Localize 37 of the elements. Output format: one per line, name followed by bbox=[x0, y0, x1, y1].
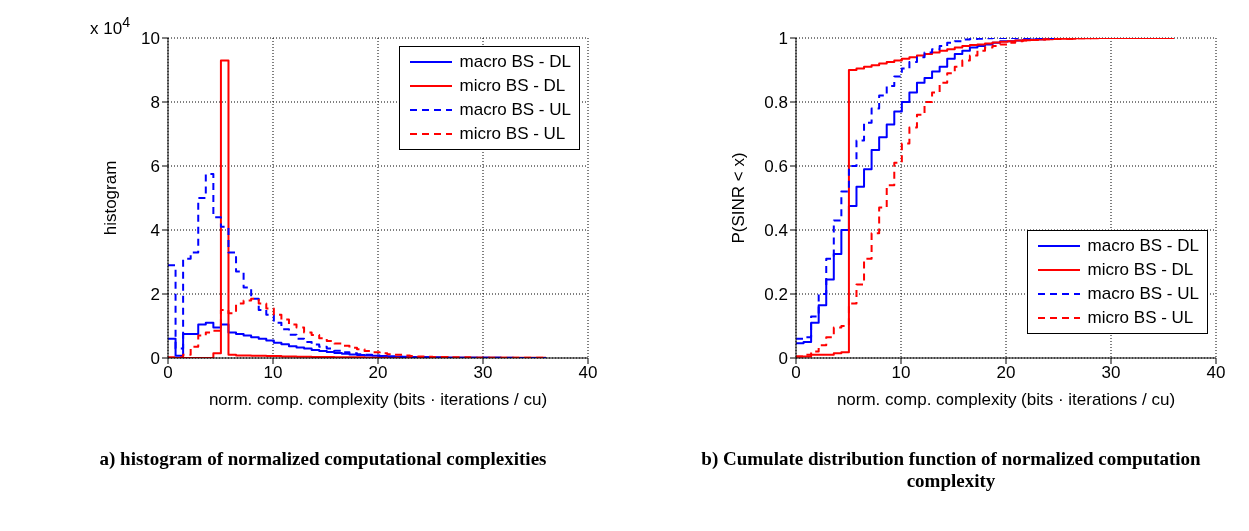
y-tick-label: 0.2 bbox=[764, 285, 788, 305]
legend-label: micro BS - UL bbox=[1087, 308, 1194, 328]
y-tick-label: 0 bbox=[778, 349, 788, 369]
y-tick-label: 0.6 bbox=[764, 157, 788, 177]
text: x 10$^{4}$ bbox=[90, 14, 131, 39]
x-axis-title: norm. comp. complexity (bits · iterations / cu) bbox=[836, 390, 1176, 409]
legend-label: macro BS - UL bbox=[459, 100, 571, 120]
y-tick-label: 0.4 bbox=[764, 221, 788, 241]
x-tick-label: 10 bbox=[891, 363, 911, 383]
x-tick-label: 40 bbox=[578, 363, 598, 383]
legend-label: micro BS - DL bbox=[459, 76, 566, 96]
legend-label: macro BS - UL bbox=[1087, 284, 1199, 304]
y-tick-label: 0 bbox=[150, 349, 160, 369]
legend-label: macro BS - DL bbox=[1087, 236, 1199, 256]
legend-label: micro BS - DL bbox=[1087, 260, 1194, 280]
y-tick-label: 0.8 bbox=[764, 93, 788, 113]
x-tick-label: 30 bbox=[473, 363, 493, 383]
x-tick-label: 30 bbox=[1101, 363, 1121, 383]
x-tick-label: 20 bbox=[368, 363, 388, 383]
x-tick-label: 10 bbox=[263, 363, 283, 383]
text: b) Cumulate distribution function of normalized computation complexity bbox=[700, 448, 1202, 492]
x-tick-label: 0 bbox=[163, 363, 173, 383]
y-tick-label: 1 bbox=[778, 29, 788, 49]
y-tick-label: 2 bbox=[150, 285, 160, 305]
y-tick-label: 10 bbox=[141, 29, 160, 49]
y-tick-label: 8 bbox=[150, 93, 160, 113]
y-tick-label: 4 bbox=[150, 221, 160, 241]
x-tick-label: 40 bbox=[1206, 363, 1226, 383]
text: a) histogram of normalized computational complexities bbox=[98, 448, 548, 470]
y-axis-title: histogram bbox=[101, 160, 121, 236]
y-axis-title: P(SINR < x) bbox=[729, 152, 749, 244]
x-tick-label: 20 bbox=[996, 363, 1016, 383]
legend-label: macro BS - DL bbox=[459, 52, 571, 72]
x-axis-title: norm. comp. complexity (bits · iterations / cu) bbox=[208, 390, 548, 409]
x-tick-label: 0 bbox=[791, 363, 801, 383]
y-tick-label: 6 bbox=[150, 157, 160, 177]
legend-label: micro BS - UL bbox=[459, 124, 566, 144]
